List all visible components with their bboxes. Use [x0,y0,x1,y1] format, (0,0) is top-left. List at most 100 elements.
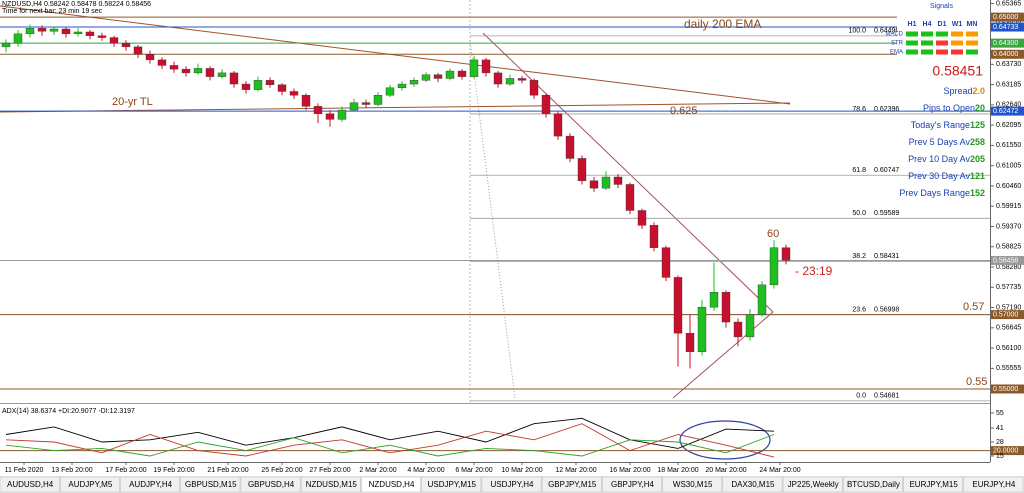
tab[interactable] [722,476,783,493]
signal-cell [921,31,933,37]
tab-label[interactable]: AUDJPY,H4 [129,480,173,489]
level-label-box [991,38,1024,48]
level-label-box [991,106,1024,116]
tab-label[interactable]: USDJPY,M15 [428,480,477,489]
tab[interactable] [240,476,301,493]
tab-label[interactable]: AUDJPY,M5 [68,480,112,489]
y-tick-label: 41 [996,425,1004,432]
y-tick-label: 0.57190 [996,304,1021,311]
stat-value: 258 [970,137,985,147]
x-tick-label: 11 Feb 2020 [5,467,44,474]
tab-label[interactable]: EURJPY,H4 [972,480,1016,489]
fib-price: 0.62396 [874,106,899,113]
y-tick-label: 55 [996,410,1004,417]
stat: Prev 10 Day Av205 [908,154,985,164]
candle-body [157,59,167,66]
stat-label: Prev Days Range [899,188,970,198]
level-label: 0.62472 [993,108,1018,115]
candle-body [313,106,323,114]
candle-body [289,91,299,96]
signal-cell [906,40,918,46]
candle-body [721,292,731,323]
candle-body [133,46,143,55]
panel-title: Signals [930,3,953,10]
indicator-title: ADX(14) 38.6374 +DI:20.9077 -DI:12.3197 [2,408,135,415]
tab[interactable] [59,476,120,493]
annotation: 20-yr TL [112,96,153,108]
tab[interactable] [541,476,602,493]
tab[interactable] [782,476,843,493]
y-tick-label: 0.56645 [996,325,1021,332]
candle-body [1,42,11,48]
y-tick-label: 0.58280 [996,264,1021,271]
stat-label: Today's Range [911,120,970,130]
tab-label[interactable]: WS30,M15 [673,480,713,489]
trendline [0,5,791,105]
y-tick-label: 0.57735 [996,284,1021,291]
fib-price: 0.60747 [874,167,899,174]
tab[interactable] [120,476,180,493]
tab[interactable] [0,476,60,493]
candle-body [109,37,119,44]
signal-cell [951,31,963,37]
tab[interactable] [662,476,723,493]
tab[interactable] [481,476,542,493]
y-tick-label: 0.65365 [996,0,1021,7]
tab-label[interactable]: AUDUSD,H4 [7,480,54,489]
fib-level: 38.2 [852,253,866,260]
candle-body [169,65,179,70]
tab-label[interactable]: GBPUSD,M15 [185,480,237,489]
tab-label[interactable]: GBPJPY,M15 [548,480,597,489]
signal-cell [951,40,963,46]
x-tick-label: 6 Mar 20:00 [455,467,492,474]
tab-label[interactable]: DAX30,M15 [731,480,775,489]
signal-row-label: STR [891,41,904,47]
tab[interactable] [300,476,361,493]
timeframe-label: D1 [938,21,947,28]
fib-price: 0.64496 [874,28,899,35]
tab[interactable] [361,476,421,493]
tab[interactable] [903,476,964,493]
tab[interactable] [843,476,903,493]
signal-cell [936,31,948,37]
y-tick-label: 0.62640 [996,102,1021,109]
tab-label[interactable]: NZDUSD,M15 [306,480,358,489]
x-tick-label: 24 Mar 20:00 [759,467,800,474]
tab-label[interactable]: USDJPY,H4 [491,480,535,489]
signal-cell [906,49,918,55]
y-tick-label: 0.61550 [996,142,1021,149]
candle-body [685,333,695,352]
tab[interactable] [421,476,482,493]
tab-label[interactable]: GBPUSD,H4 [248,480,295,489]
chart-title: NZDUSD,H4 0.58242 0.58478 0.58224 0.5845… [2,1,151,8]
tab-label[interactable]: GBPJPY,H4 [611,480,655,489]
tab-label[interactable]: NZDUSD,H4 [369,480,415,489]
candle-body [337,109,347,120]
candle-body [565,135,575,159]
candle-body [421,74,431,81]
candle-body [649,225,659,248]
stat-value: 205 [970,154,985,164]
x-tick-label: 27 Feb 20:00 [309,467,350,474]
x-tick-label: 16 Mar 20:00 [609,467,650,474]
tab-label[interactable]: BTCUSD,Daily [847,480,900,489]
signal-cell [936,40,948,46]
timeframe-label: MN [967,21,978,28]
y-tick-label: 0.61005 [996,163,1021,170]
triangle-line [482,32,774,313]
tab[interactable] [180,476,241,493]
candle-body [373,95,383,105]
tab[interactable] [602,476,662,493]
candle-body [745,314,755,338]
tab[interactable] [963,476,1024,493]
tab-label[interactable]: EURJPY,M15 [909,480,958,489]
x-tick-label: 21 Feb 20:00 [207,467,248,474]
candle-body [481,59,491,74]
candle-body [661,247,671,278]
fib-level: 78.6 [852,106,866,113]
tab-label[interactable]: JP225,Weekly [788,480,839,489]
candle-body [49,28,59,32]
candle-body [445,70,455,79]
candle-body [205,68,215,77]
